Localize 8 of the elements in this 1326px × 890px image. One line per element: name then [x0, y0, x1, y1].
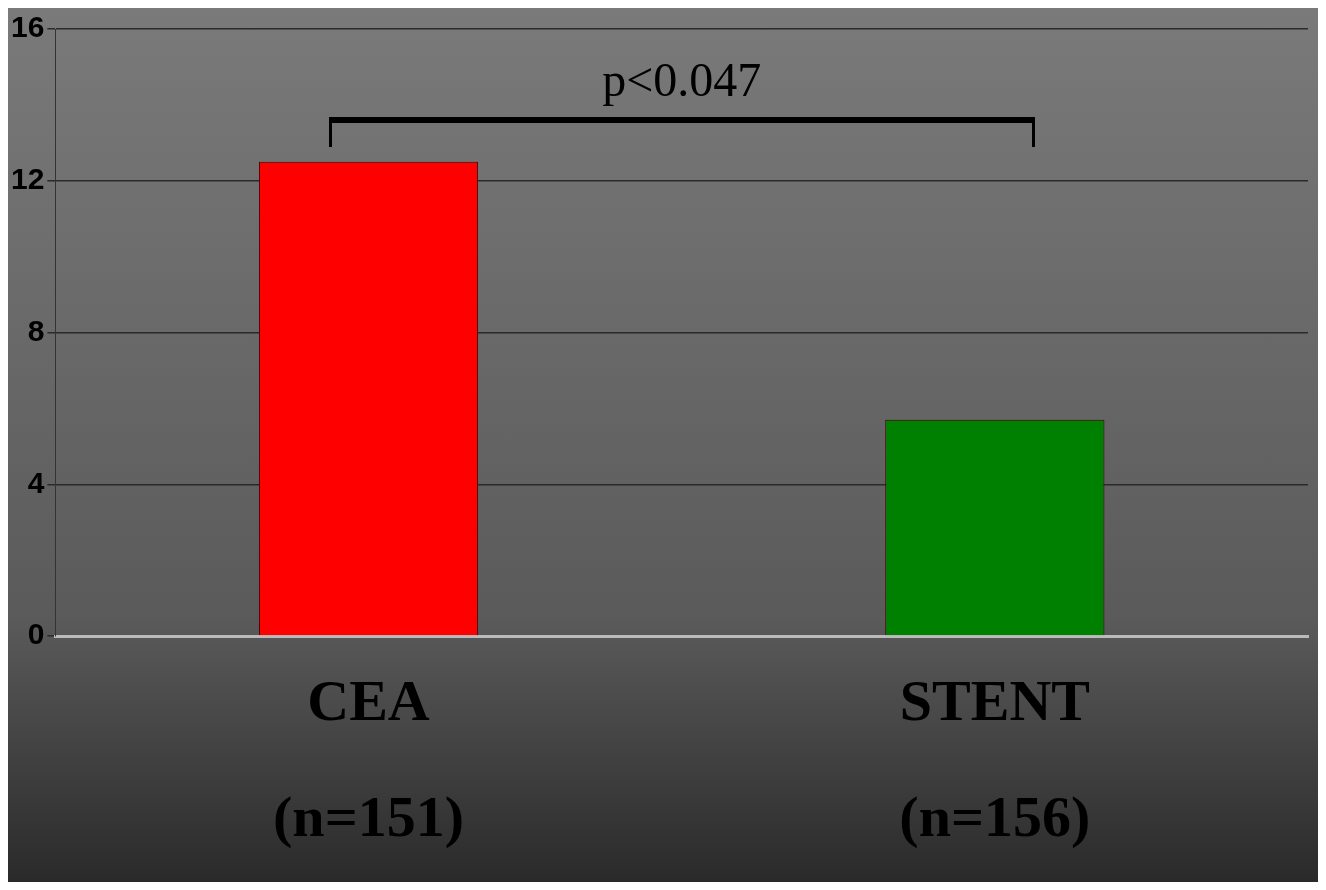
x-tick-label: CEA (n=151) — [273, 667, 464, 849]
y-tick-label: 4 — [27, 465, 45, 499]
y-tick-label: 12 — [10, 162, 45, 196]
x-tick-label: STENT (n=156) — [899, 667, 1091, 849]
annotation: p<0.047 — [602, 52, 762, 106]
y-tick-label: 8 — [27, 313, 45, 347]
y-tick-label: 0 — [27, 617, 45, 651]
y-tick-label: 16 — [10, 10, 45, 44]
